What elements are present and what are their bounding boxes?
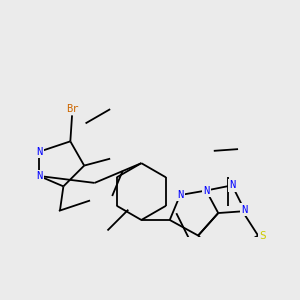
Text: N: N <box>241 205 247 214</box>
Text: N: N <box>36 171 42 181</box>
Text: N: N <box>177 190 183 200</box>
Text: N: N <box>203 185 209 196</box>
Text: Br: Br <box>66 104 78 114</box>
Text: N: N <box>36 147 42 157</box>
Text: N: N <box>229 180 235 190</box>
Text: S: S <box>259 231 266 241</box>
